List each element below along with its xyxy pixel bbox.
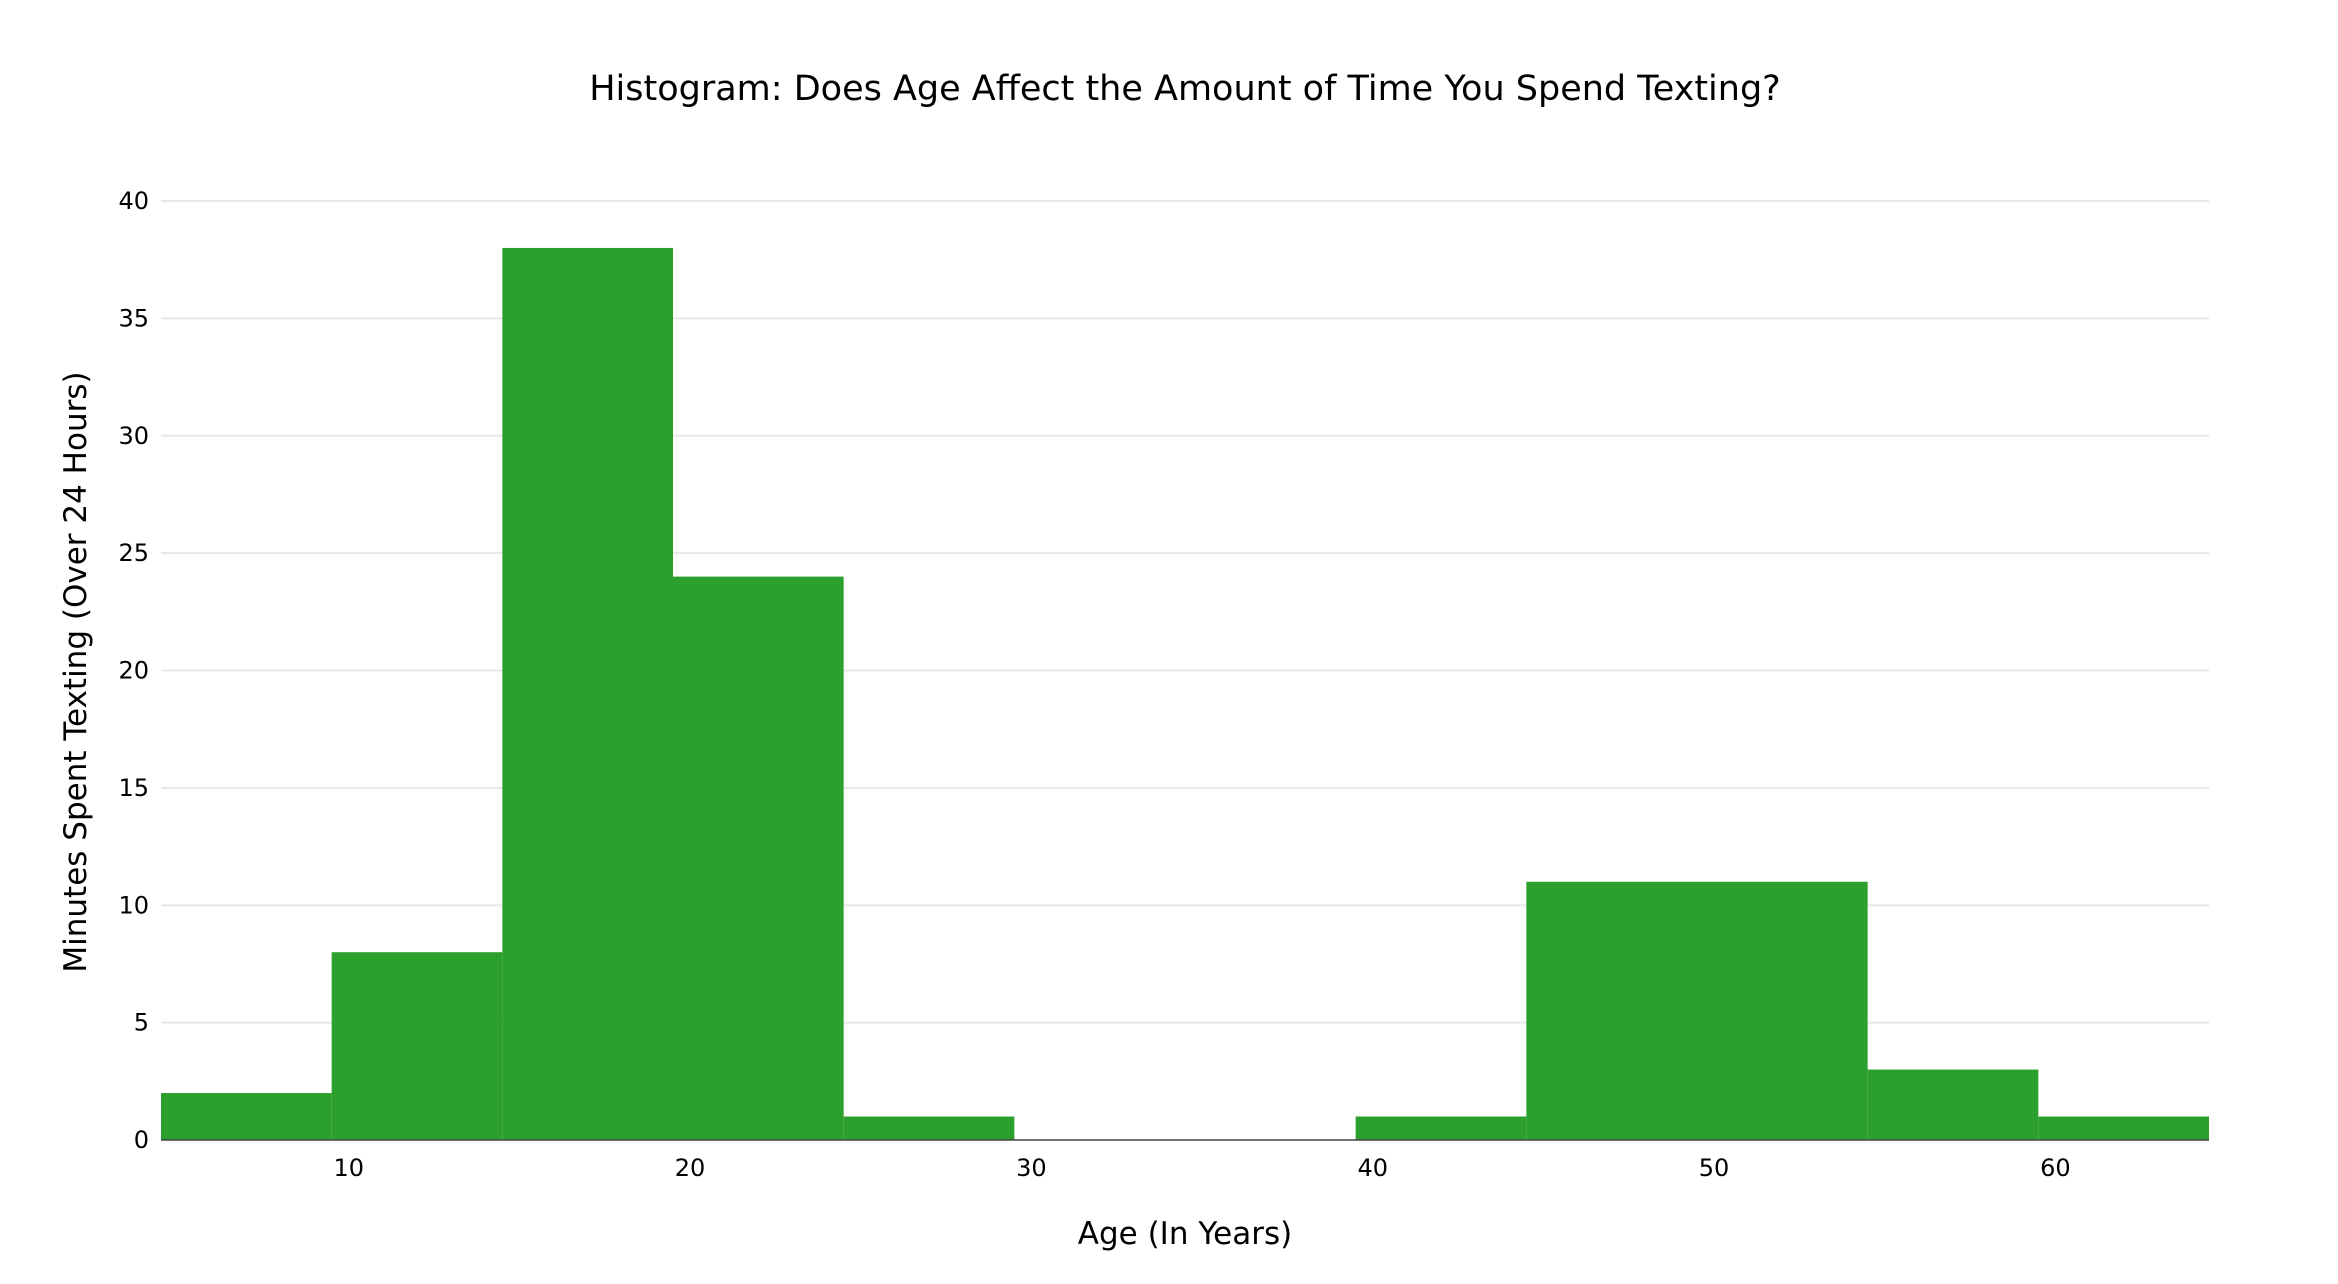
histogram-bar-2: [502, 247, 673, 1140]
y-axis-ticks: 0 5 10 15 20 25 30 35 40: [118, 187, 149, 1154]
histogram-bar-1: [331, 952, 503, 1140]
y-tick-label-10: 10: [118, 891, 149, 919]
histogram-bar-4: [843, 1116, 1015, 1140]
x-tick-label-50: 50: [1699, 1154, 1730, 1182]
histogram-bar-7: [1355, 1116, 1527, 1140]
histogram-bar-8: [1526, 881, 1697, 1140]
y-tick-label-20: 20: [118, 657, 149, 685]
y-tick-label-25: 25: [118, 539, 149, 567]
y-tick-label-0: 0: [134, 1126, 149, 1154]
chart-title: Histogram: Does Age Affect the Amount of…: [589, 69, 1781, 109]
histogram-bars: [161, 247, 2209, 1141]
y-tick-label-35: 35: [118, 304, 149, 332]
y-tick-label-15: 15: [118, 774, 149, 802]
y-axis-label: Minutes Spent Texting (Over 24 Hours): [58, 371, 94, 972]
x-axis-label: Age (In Years): [1078, 1216, 1292, 1252]
x-tick-label-20: 20: [675, 1154, 706, 1182]
x-tick-label-30: 30: [1016, 1154, 1047, 1182]
histogram-bar-11: [2038, 1116, 2209, 1140]
y-tick-label-5: 5: [134, 1009, 149, 1037]
grid-lines: [161, 200, 2209, 1024]
y-tick-label-30: 30: [118, 422, 149, 450]
y-tick-label-40: 40: [118, 187, 149, 215]
x-tick-label-60: 60: [2040, 1154, 2071, 1182]
x-tick-label-40: 40: [1357, 1154, 1388, 1182]
x-tick-label-10: 10: [333, 1154, 364, 1182]
histogram-bar-10: [1867, 1069, 2039, 1140]
histogram-bar-0: [161, 1093, 332, 1140]
x-axis-ticks: 10 20 30 40 50 60: [333, 1154, 2070, 1182]
histogram-bar-3: [673, 576, 844, 1140]
histogram-bar-9: [1697, 881, 1868, 1140]
